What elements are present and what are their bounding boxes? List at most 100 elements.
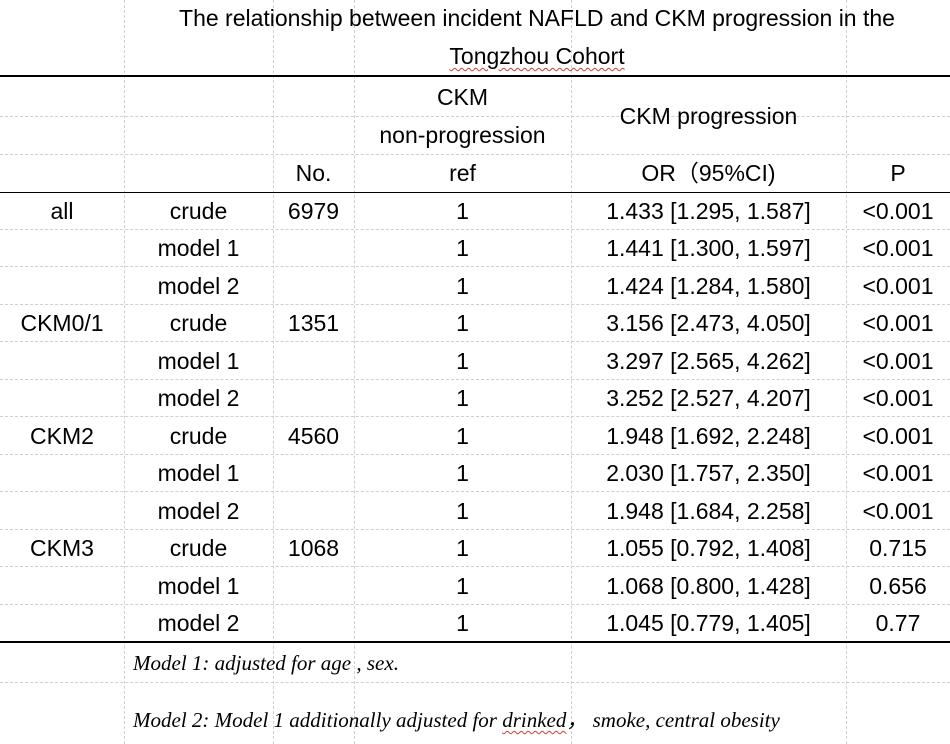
cell-p: 0.715 xyxy=(869,535,927,561)
cell-ref: 1 xyxy=(456,273,469,299)
footnote-model1: Model 1: adjusted for age , sex. xyxy=(133,651,399,675)
grid-line xyxy=(0,604,950,605)
grid-line xyxy=(0,116,950,117)
cell-group: CKM0/1 xyxy=(20,310,104,336)
cell-model: model 1 xyxy=(157,348,240,374)
cell-no xyxy=(273,379,354,417)
cell-no xyxy=(273,229,354,267)
cell-model: model 1 xyxy=(157,235,240,261)
cell-no xyxy=(273,342,354,380)
cell-group xyxy=(0,492,124,530)
grid-line xyxy=(124,0,125,744)
cell-no xyxy=(273,604,354,642)
cell-no xyxy=(273,492,354,530)
table-title-line2-text: Tongzhou Cohort xyxy=(449,43,625,69)
grid-line xyxy=(0,566,950,567)
header-nonprogression-line2: non-progression xyxy=(379,122,546,148)
cell-no xyxy=(273,454,354,492)
grid-line xyxy=(846,0,847,744)
grid-line xyxy=(0,454,950,455)
header-bottom-rule xyxy=(0,192,950,193)
table-bottom-rule xyxy=(0,641,950,643)
cell-or-ci: 3.297 [2.565, 4.262] xyxy=(606,348,811,374)
grid-line xyxy=(571,0,572,744)
header-ref: ref xyxy=(449,160,476,186)
cell-ref: 1 xyxy=(456,198,469,224)
cell-p: <0.001 xyxy=(862,460,934,486)
cell-p: 0.656 xyxy=(869,573,927,599)
cell-group xyxy=(0,379,124,417)
cell-ref: 1 xyxy=(456,423,469,449)
grid-line xyxy=(0,416,950,417)
cell-p: <0.001 xyxy=(862,385,934,411)
header-p: P xyxy=(890,160,906,186)
footnote-model2-underlined: drinked xyxy=(502,708,567,732)
cell-group xyxy=(0,229,124,267)
cell-group xyxy=(0,567,124,605)
grid-line xyxy=(0,379,950,380)
footnote-model2-suffix: ， smoke, central obesity xyxy=(566,708,780,732)
cell-ref: 1 xyxy=(456,235,469,261)
cell-model: crude xyxy=(169,535,228,561)
cell-model: model 1 xyxy=(157,573,240,599)
header-no: No. xyxy=(295,160,332,186)
header-or-ci: OR（95%CI) xyxy=(641,160,776,186)
table-title-line2: Tongzhou Cohort xyxy=(124,38,950,74)
grid-line xyxy=(0,491,950,492)
cell-model: model 2 xyxy=(157,498,240,524)
cell-group xyxy=(0,342,124,380)
cell-ref: 1 xyxy=(456,610,469,636)
cell-ref: 1 xyxy=(456,535,469,561)
cell-model: model 1 xyxy=(157,460,240,486)
grid-line xyxy=(0,341,950,342)
cell-p: <0.001 xyxy=(862,348,934,374)
cell-ref: 1 xyxy=(456,310,469,336)
cell-p: 0.77 xyxy=(875,610,921,636)
cell-model: crude xyxy=(169,310,228,336)
cell-group: CKM3 xyxy=(30,535,94,561)
cell-group: CKM2 xyxy=(30,423,94,449)
cell-group: all xyxy=(50,198,74,224)
cell-p: <0.001 xyxy=(862,273,934,299)
cell-ref: 1 xyxy=(456,385,469,411)
grid-line xyxy=(0,229,950,230)
cell-model: crude xyxy=(169,198,228,224)
cell-p: <0.001 xyxy=(862,423,934,449)
grid-line xyxy=(0,266,950,267)
cell-no: 4560 xyxy=(287,423,340,449)
grid-line xyxy=(354,0,355,744)
cell-ref: 1 xyxy=(456,348,469,374)
footnote-model2-prefix: Model 2: Model 1 additionally adjusted f… xyxy=(133,708,503,732)
cell-or-ci: 1.948 [1.692, 2.248] xyxy=(606,423,811,449)
cell-group xyxy=(0,267,124,305)
cell-group xyxy=(0,454,124,492)
cell-no: 1351 xyxy=(287,310,340,336)
header-nonprogression-line1: CKM xyxy=(436,84,489,110)
cell-no xyxy=(273,267,354,305)
grid-line xyxy=(0,304,950,305)
cell-model: crude xyxy=(169,423,228,449)
cell-ref: 1 xyxy=(456,460,469,486)
grid-line xyxy=(0,154,950,155)
cell-or-ci: 1.441 [1.300, 1.597] xyxy=(606,235,811,261)
cell-or-ci: 1.433 [1.295, 1.587] xyxy=(606,198,811,224)
grid-line xyxy=(0,682,950,683)
cell-or-ci: 1.055 [0.792, 1.408] xyxy=(606,535,811,561)
table-top-rule xyxy=(0,75,950,77)
cell-model: model 2 xyxy=(157,385,240,411)
cell-no xyxy=(273,567,354,605)
grid-line xyxy=(273,0,274,744)
cell-no: 1068 xyxy=(287,535,340,561)
cell-p: <0.001 xyxy=(862,498,934,524)
cell-p: <0.001 xyxy=(862,235,934,261)
cell-or-ci: 3.156 [2.473, 4.050] xyxy=(606,310,811,336)
footnote-model2: Model 2: Model 1 additionally adjusted f… xyxy=(133,705,780,735)
cell-model: model 2 xyxy=(157,610,240,636)
cell-p: <0.001 xyxy=(862,310,934,336)
cell-ref: 1 xyxy=(456,573,469,599)
cell-group xyxy=(0,604,124,642)
cell-or-ci: 1.948 [1.684, 2.258] xyxy=(606,498,811,524)
header-progression: CKM progression xyxy=(619,103,798,129)
cell-no: 6979 xyxy=(287,198,340,224)
